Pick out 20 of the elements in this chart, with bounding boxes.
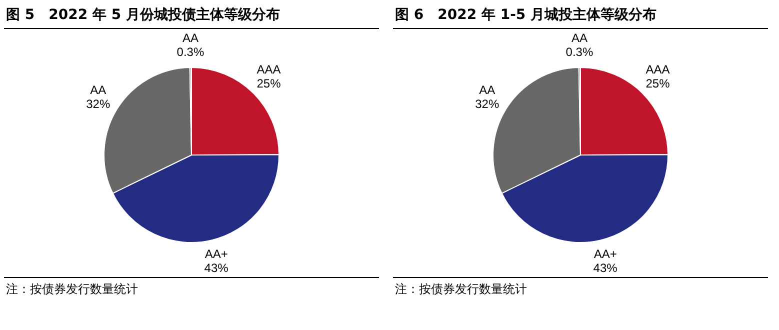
data-label: 0.3% (566, 44, 594, 59)
text: 注：按债券发行数量统计 (4, 277, 379, 301)
data-label: 25% (256, 76, 282, 91)
chart-title: 图 6 2022 年 1-5 月城投主体等级分布 (393, 0, 768, 29)
chart-title: 图 5 2022 年 5 月份城投债主体等级分布 (4, 0, 379, 29)
data-label: 43% (593, 260, 618, 275)
slice-label: AAA (256, 62, 281, 77)
slice-label: AA (479, 83, 496, 98)
slice-label: AA+ (594, 246, 617, 261)
slice-label: AA (182, 30, 198, 45)
text: 注：按债券发行数量统计 (393, 277, 768, 301)
slice-label: AA+ (204, 246, 228, 261)
slice-label: AAA (646, 62, 670, 77)
data-label: 43% (204, 260, 229, 275)
data-label: 32% (475, 97, 500, 112)
data-label: 25% (646, 76, 670, 91)
slice-label: AA (571, 30, 588, 45)
data-label: 32% (86, 97, 110, 112)
data-label: 0.3% (176, 44, 204, 59)
slice-label: AA (90, 83, 106, 98)
